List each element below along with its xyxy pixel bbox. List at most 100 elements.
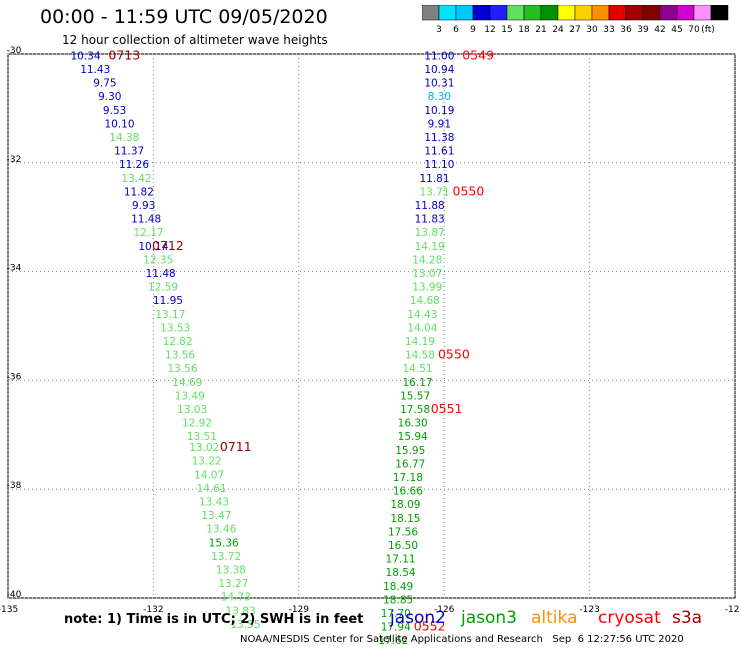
pass-time-label: 0713 [108,47,140,62]
wave-height-value: 11.00 [424,50,454,62]
lon-label: -132 [143,605,163,615]
map-subtitle: 12 hour collection of altimeter wave hei… [62,33,328,47]
legend-tick-label: 3 [436,25,442,35]
wave-height-value: 11.81 [419,173,449,185]
wave-height-value: 13.02 [189,442,219,454]
wave-height-value: 14.68 [410,295,440,307]
wave-height-value: 14.43 [407,309,437,321]
lat-label: -38 [7,481,22,491]
wave-height-value: 9.30 [98,91,121,103]
satellite-cryosat: cryosat [598,608,661,628]
wave-height-value: 16.30 [398,418,428,430]
satellite-jason3: jason3 [461,608,517,628]
wave-height-value: 12.92 [182,418,212,430]
wave-height-value: 8.30 [428,91,451,103]
wave-height-value: 13.46 [206,524,236,536]
wave-height-value: 17.11 [386,554,416,566]
wave-height-value: 10.31 [424,78,454,90]
lat-label: -30 [7,46,22,56]
wave-height-value: 12.35 [143,254,173,266]
wave-height-value: 10.94 [424,64,454,76]
wave-height-value: 12.82 [163,336,193,348]
wave-height-value: 18.09 [390,499,420,511]
wave-height-value: 15.57 [400,390,430,402]
wave-height-value: 17.58 [400,404,430,416]
wave-height-value: 17.62 [378,635,408,647]
wave-height-value: 14.51 [403,363,433,375]
pass-time-label: 0550 [453,183,485,198]
wave-height-value: 13.27 [218,578,248,590]
pass-time-label: 0711 [220,439,252,454]
wave-height-value: 11.10 [424,159,454,171]
wave-height-value: 15.95 [395,445,425,457]
wave-height-value: 11.26 [119,159,149,171]
pass-time-label: 0549 [462,47,494,62]
lon-label: -129 [289,605,310,615]
legend-tick-label: 12 [484,25,495,35]
wave-height-value: 16.66 [393,486,423,498]
lat-label: -32 [7,155,22,165]
wave-height-value: 14.69 [172,377,202,389]
lon-label: -135 [0,605,18,615]
wave-height-value: 13.03 [177,404,207,416]
legend-unit: (ft) [701,25,715,35]
wave-height-value: 11.37 [114,146,144,158]
wave-height-value: 14.28 [412,254,442,266]
lat-label: -40 [7,590,22,600]
satellite-jason2: jason2 [390,608,446,628]
wave-height-value: 13.55 [230,619,260,631]
wave-height-value: 13.17 [155,309,185,321]
legend-tick-label: 27 [569,25,580,35]
wave-height-value: 11.48 [146,268,176,280]
wave-height-value: 15.36 [209,537,239,549]
lat-label: -36 [7,372,22,382]
wave-height-value: 13.43 [199,497,229,509]
legend-tick-label: 45 [671,25,682,35]
wave-height-value: 18.15 [390,513,420,525]
legend-swatch [710,5,729,21]
wave-height-value: 14.38 [109,132,139,144]
credit-line: NOAA/NESDIS Center for Satellite Applica… [240,634,684,645]
wave-height-value: 11.83 [415,214,445,226]
wave-height-value: 14.61 [197,483,227,495]
wave-height-value: 14.58 [405,350,435,362]
legend-tick-label: 30 [586,25,598,35]
lon-label: -126 [434,605,455,615]
legend-tick-label: 39 [637,25,649,35]
pass-time-label: 0550 [438,347,470,362]
wave-height-value: 13.71 [419,186,449,198]
wave-height-value: 15.94 [398,431,428,443]
wave-height-value: 11.95 [153,295,183,307]
wave-height-value: 9.75 [93,78,116,90]
wave-height-value: 14.19 [405,336,435,348]
wave-height-value: 11.61 [424,146,454,158]
wave-height-value: 13.42 [121,173,151,185]
wave-height-value: 12.59 [148,282,178,294]
pass-time-label: 0551 [431,401,463,416]
wave-height-value: 14.73 [221,592,251,604]
wave-height-value: 13.72 [211,551,241,563]
lon-label: -123 [579,605,599,615]
wave-height-value: 14.19 [415,241,445,253]
wave-height-value: 16.77 [395,458,425,470]
wave-height-value: 16.17 [403,377,433,389]
legend-tick-label: 18 [518,25,530,35]
wave-height-value: 13.53 [160,322,190,334]
legend-tick-label: 42 [654,25,665,35]
legend-tick-label: 6 [453,25,459,35]
wave-height-value: 12.17 [134,227,164,239]
wave-height-value: 14.07 [194,469,224,481]
wave-height-value: 18.49 [383,581,413,593]
wave-height-value: 13.22 [192,456,222,468]
footer-note: note: 1) Time is in UTC; 2) SWH is in fe… [64,612,364,627]
wave-height-value: 9.93 [132,200,155,212]
wave-height-value: 11.38 [424,132,454,144]
wave-height-value: 9.53 [103,105,126,117]
wave-height-value: 18.85 [383,594,413,606]
west-track: 10.3411.439.759.309.5310.1014.3811.3711.… [71,47,261,630]
east-track: 11.0010.9410.318.3010.199.9111.3811.6111… [378,47,494,647]
wave-height-value: 11.48 [131,214,161,226]
color-legend: 3 6 9 12 15 18 21 24 27 30 33 36 39 42 45 70 (ft) [422,5,729,35]
legend-tick-label: 21 [535,25,546,35]
